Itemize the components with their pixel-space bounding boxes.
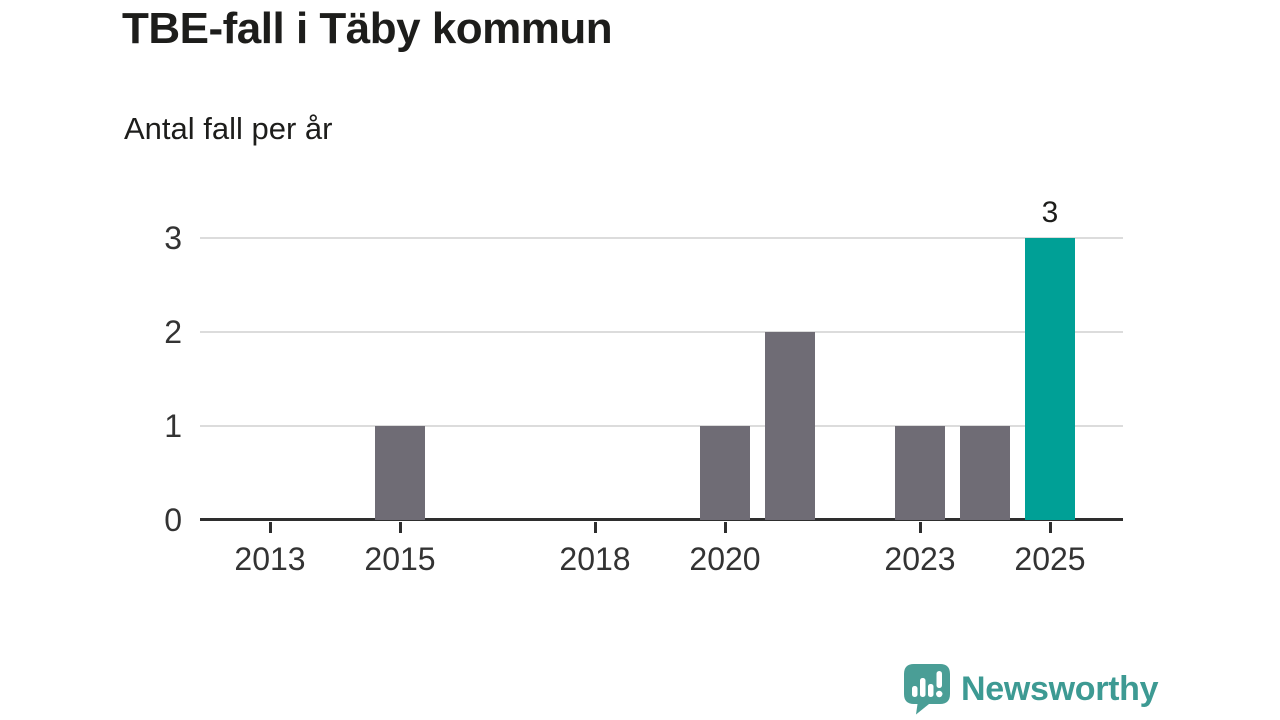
brand-name: Newsworthy — [961, 670, 1159, 708]
gridline-y-3 — [200, 237, 1123, 239]
x-tick-mark-2023 — [918, 522, 922, 533]
x-tick-label-2015: 2015 — [364, 541, 436, 577]
x-tick-label-2023: 2023 — [884, 541, 956, 577]
x-tick-mark-2013 — [268, 522, 272, 533]
x-tick-label-2018: 2018 — [559, 541, 631, 577]
x-tick-label-2020: 2020 — [689, 541, 761, 577]
x-tick-mark-2018 — [593, 522, 597, 533]
bar-value-label-2025: 3 — [1041, 196, 1059, 229]
gridline-y-1 — [200, 425, 1123, 427]
y-tick-label-1: 1 — [164, 408, 182, 444]
y-tick-label-2: 2 — [164, 314, 182, 350]
y-tick-label-3: 3 — [164, 220, 182, 256]
chart-title: TBE-fall i Täby kommun — [122, 4, 613, 53]
bar-2021 — [765, 332, 815, 520]
y-tick-label-0: 0 — [164, 502, 182, 538]
x-axis-line — [200, 518, 1123, 521]
brand-footer: Newsworthy — [903, 663, 1159, 715]
gridline-y-2 — [200, 331, 1123, 333]
bar-2020 — [700, 426, 750, 520]
bar-2024 — [960, 426, 1010, 520]
bar-2015 — [375, 426, 425, 520]
x-tick-label-2013: 2013 — [234, 541, 306, 577]
x-tick-label-2025: 2025 — [1014, 541, 1086, 577]
x-tick-mark-2015 — [398, 522, 402, 533]
bar-2025 — [1025, 238, 1075, 520]
speech-bubble-bar-chart-icon — [903, 663, 951, 715]
logo-bubble-shape — [904, 664, 950, 715]
x-tick-mark-2020 — [723, 522, 727, 533]
bar-2023 — [895, 426, 945, 520]
x-tick-mark-2025 — [1048, 522, 1052, 533]
chart-subtitle: Antal fall per år — [124, 111, 333, 146]
